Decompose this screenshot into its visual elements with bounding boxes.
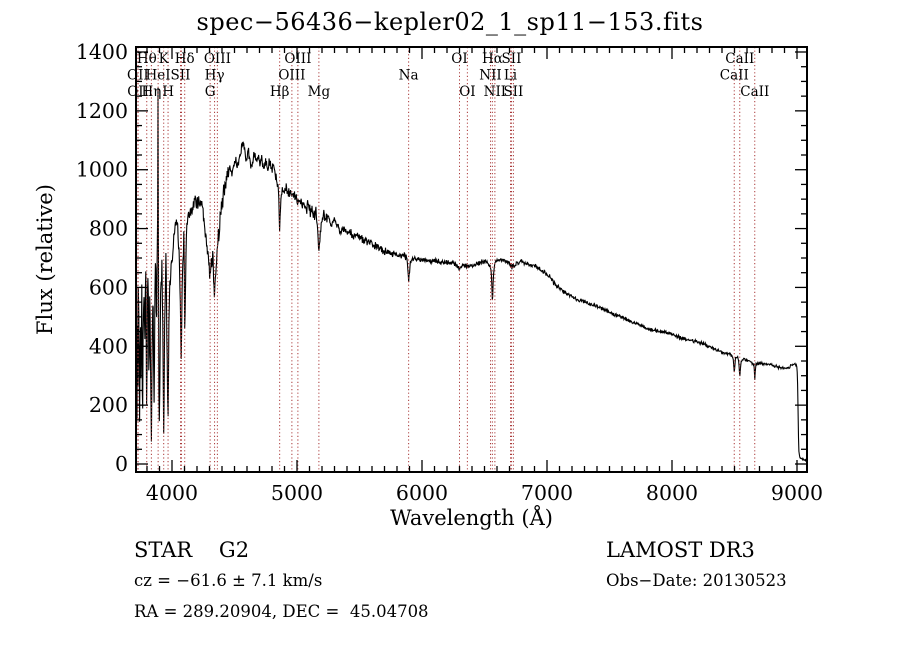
y-tick-label: 1400 (76, 40, 128, 64)
spectral-line-label: CaII (720, 68, 749, 84)
x-tick-label: 9000 (771, 481, 823, 505)
spectral-line-label: H (162, 84, 174, 100)
spectral-line-label: SII (503, 84, 523, 100)
spectral-line-label: OII (127, 68, 149, 84)
y-tick-label: 1000 (76, 158, 128, 182)
spectral-line-label: Hθ (137, 51, 157, 67)
spectral-line-label: K (159, 51, 170, 67)
spectral-line-label: HeI (146, 68, 171, 84)
spectral-line-label: Na (399, 68, 419, 84)
spectral-line-label: Li (504, 68, 518, 84)
y-tick-label: 600 (89, 275, 128, 299)
obs-date-value: Obs−Date: 20130523 (606, 571, 787, 590)
spectral-line-label: Hδ (175, 51, 195, 67)
x-tick-label: 7000 (521, 481, 573, 505)
spectral-line-label: OI (451, 51, 467, 67)
x-tick-label: 8000 (646, 481, 698, 505)
x-tick-label: 6000 (396, 481, 448, 505)
spectral-line-label: SII (502, 51, 522, 67)
cz-velocity-value: cz = −61.6 ± 7.1 km/s (134, 571, 323, 590)
plot-frame (135, 46, 808, 473)
spectral-line-label: NII (479, 68, 501, 84)
spectral-line-label: NII (484, 84, 506, 100)
spectrum-line (135, 87, 808, 463)
plot-title: spec−56436−kepler02_1_sp11−153.fits (196, 8, 704, 36)
spectral-line-label: G (205, 84, 216, 100)
spectral-line-label: Hα (482, 51, 503, 67)
survey-release-label: LAMOST DR3 (606, 538, 755, 562)
spectral-line-label: Hβ (270, 84, 290, 100)
spectral-line-label: CaII (725, 51, 754, 67)
object-class-label: STAR G2 (134, 538, 250, 562)
spectral-line-label: Hη (141, 84, 161, 100)
y-tick-label: 1200 (76, 99, 128, 123)
spectral-line-label: Mg (308, 84, 331, 100)
x-tick-label: 4000 (146, 481, 198, 505)
spectral-line-label: Hγ (205, 68, 225, 84)
spectral-line-label: OI (459, 84, 475, 100)
y-tick-label: 0 (115, 452, 128, 476)
spectral-line-label: CaII (740, 84, 769, 100)
ra-dec-value: RA = 289.20904, DEC = 45.04708 (134, 602, 429, 621)
spectral-line-label: OIII (278, 68, 305, 84)
y-tick-label: 800 (89, 217, 128, 241)
spectral-line-label: OIII (204, 51, 231, 67)
spectral-line-label: OII (127, 84, 149, 100)
y-tick-label: 200 (89, 393, 128, 417)
x-tick-label: 5000 (271, 481, 323, 505)
y-axis-label: Flux (relative) (33, 184, 57, 335)
x-axis-label: Wavelength (Å) (390, 505, 553, 530)
spectral-line-label: SII (171, 68, 191, 84)
spectral-line-label: OIII (284, 51, 311, 67)
y-tick-label: 400 (89, 334, 128, 358)
